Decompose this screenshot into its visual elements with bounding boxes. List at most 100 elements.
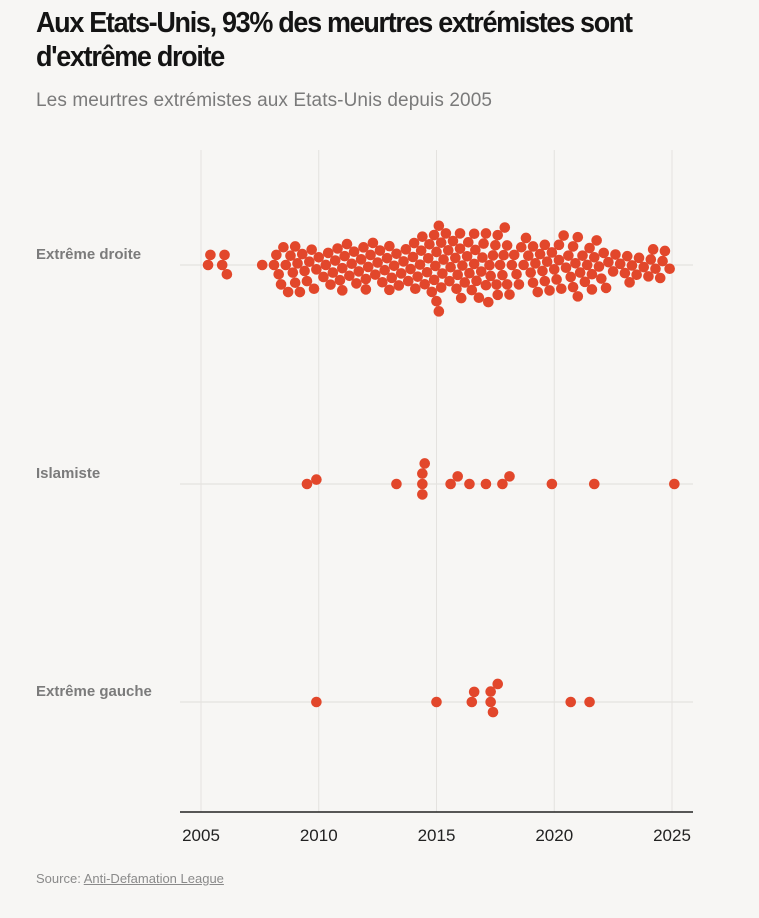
data-point [534,248,546,260]
data-point [447,235,459,247]
data-point [369,269,381,280]
data-point [492,289,504,301]
data-point [527,277,539,289]
data-point [395,268,407,279]
data-point [487,250,499,261]
data-point [513,279,525,290]
x-tick-label: 2005 [182,826,220,845]
source-prefix: Source: [36,871,84,886]
data-point [504,289,515,300]
data-point [444,275,455,287]
data-point [299,265,310,277]
data-point [454,228,466,239]
data-point [280,259,292,271]
data-point [332,243,343,254]
data-point [344,270,355,282]
data-point [619,267,631,279]
data-point [362,261,374,273]
data-point [415,245,427,256]
data-point [202,259,214,271]
data-point [459,277,471,288]
data-point [664,263,675,275]
data-point [491,279,502,290]
data-point [527,241,539,252]
data-point [430,260,441,272]
data-point [417,231,428,242]
data-point [437,268,448,279]
data-point [306,244,317,255]
data-point [417,478,428,490]
data-point [556,283,567,295]
data-point [355,254,367,265]
data-point [669,478,680,490]
data-point [498,249,509,261]
data-point [372,257,383,268]
data-point [278,241,289,253]
data-point [537,265,548,277]
data-point [433,306,445,317]
data-point [417,468,428,479]
data-point [367,237,379,249]
source-link[interactable]: Anti-Defamation League [83,871,224,886]
data-point [645,254,657,265]
data-point [221,268,233,280]
data-point [346,258,358,270]
data-point [391,248,402,260]
data-point [586,284,598,295]
data-point [318,271,329,283]
data-point [624,277,635,288]
data-point [551,274,562,285]
data-point [647,244,659,255]
data-point [584,242,595,254]
data-point [484,259,495,271]
data-point [408,237,420,249]
data-point [584,696,595,708]
data-point [565,696,577,708]
data-point [393,280,405,291]
data-point [289,277,301,289]
category-label: Extrême gauche [36,683,152,700]
data-point [205,249,216,261]
data-point [490,239,501,251]
data-point [541,256,553,268]
data-point [287,267,299,278]
data-point [487,706,499,718]
data-point [311,474,322,485]
data-point [470,244,481,256]
data-point [523,250,534,262]
data-point [546,478,558,490]
data-point [553,254,565,266]
data-point [322,247,334,259]
x-tick-label: 2025 [653,826,691,845]
data-point [289,241,301,252]
data-point [532,286,544,298]
data-point [311,696,322,708]
data-point [591,235,602,246]
data-point [308,283,320,295]
data-point [365,249,376,261]
data-point [219,249,230,261]
data-point [468,686,480,698]
data-point [626,260,638,271]
data-point [386,272,398,284]
x-tick-label: 2010 [300,826,338,845]
data-point [466,284,478,296]
data-point [451,283,462,295]
data-point [567,241,579,252]
data-point [633,252,645,264]
data-point [455,292,467,304]
data-point [570,258,581,269]
data-point [462,237,474,248]
data-point [593,261,605,272]
data-point [567,281,579,293]
data-point [360,284,372,295]
data-point [572,231,584,243]
data-point [329,255,341,266]
data-point [511,268,522,280]
data-point [400,244,412,255]
data-point [282,286,294,298]
data-point [337,285,348,296]
beeswarm-chart: Extrême droite Islamiste Extrême gauche 200… [36,150,693,845]
data-point [407,251,419,263]
data-point [468,228,480,240]
